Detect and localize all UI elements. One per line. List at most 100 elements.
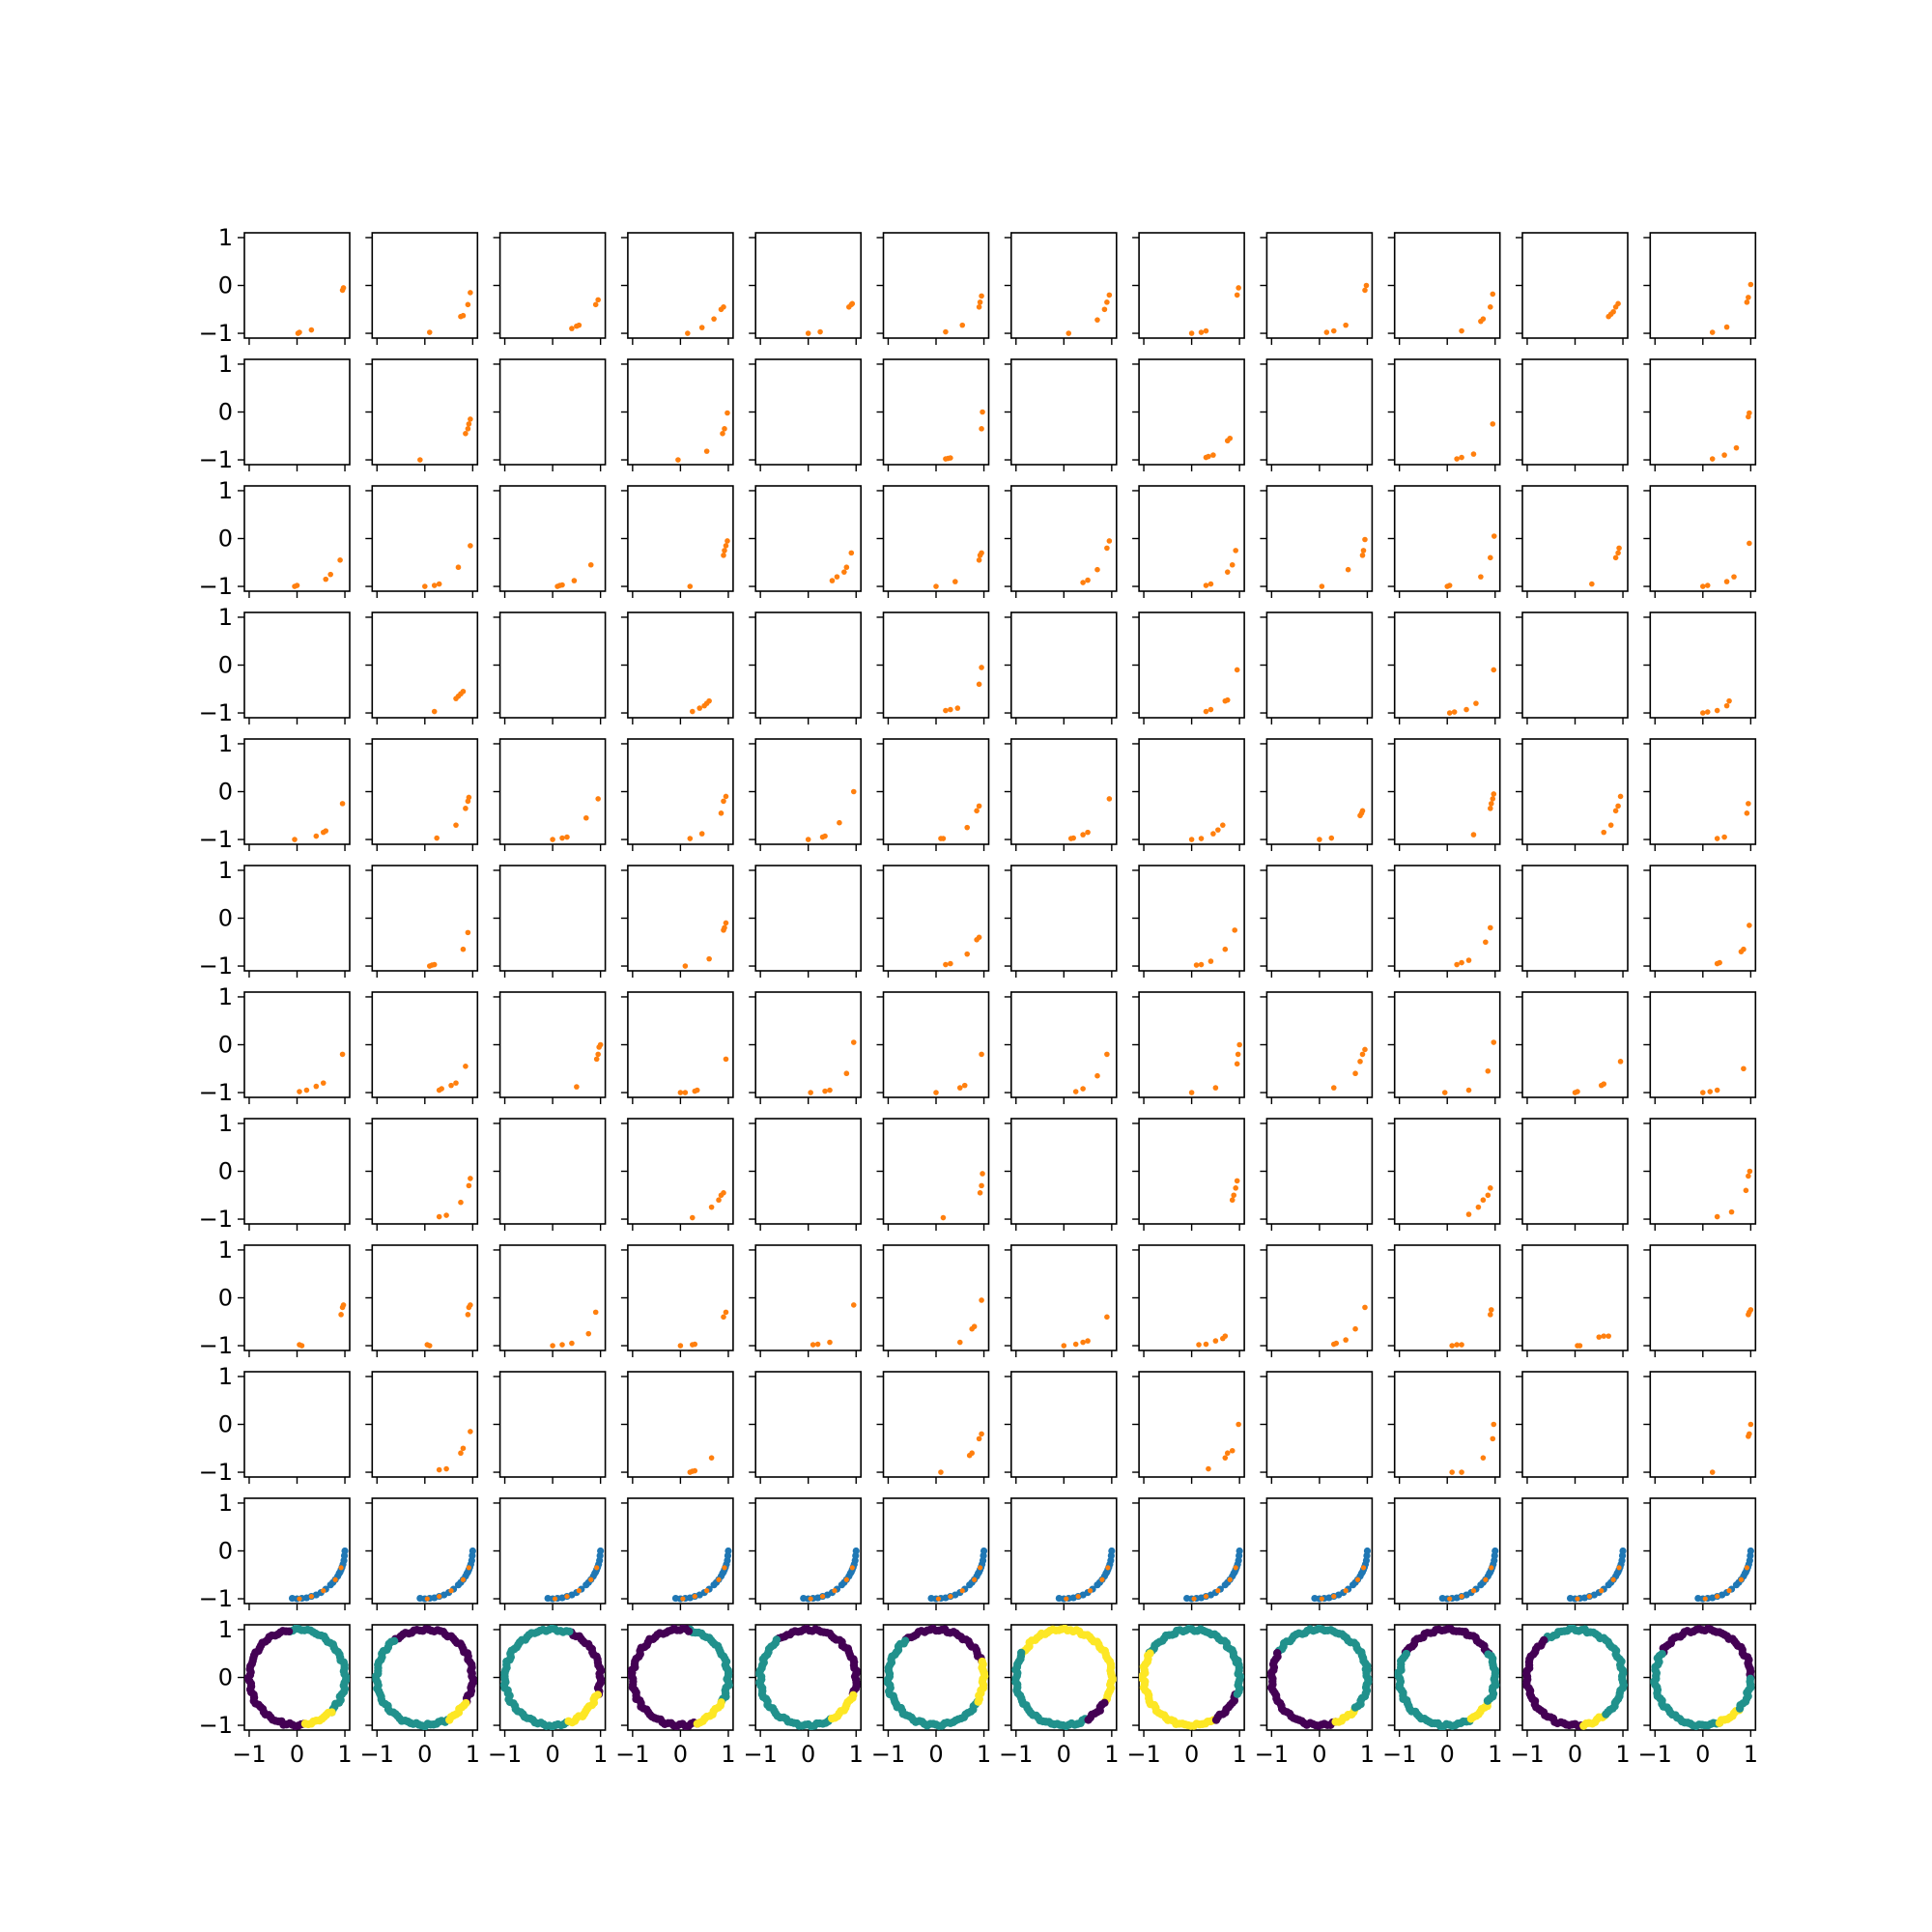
- ring-point: [978, 1657, 986, 1666]
- axes-frame: [243, 1244, 351, 1351]
- scatter-point-orange: [1231, 1192, 1236, 1199]
- scatter-point-orange: [1234, 1061, 1240, 1067]
- scatter-point-orange: [1747, 281, 1754, 288]
- subplot-r4-c0: −1 0 1: [199, 730, 351, 853]
- x-tick-label: 0: [545, 1741, 559, 1768]
- scatter-point-orange: [466, 1565, 471, 1571]
- scatter-point-orange: [979, 550, 984, 556]
- scatter-point-orange: [1615, 550, 1621, 556]
- axes-frame: [243, 865, 351, 972]
- plot-area: [1709, 281, 1754, 335]
- axes-frame: [1393, 1497, 1501, 1605]
- scatter-point-orange: [422, 583, 428, 589]
- scatter-point-orange: [1236, 285, 1241, 291]
- y-tick-label: 0: [218, 526, 233, 553]
- scatter-point-orange: [1596, 1334, 1603, 1340]
- scatter-point-orange: [1072, 1089, 1079, 1094]
- axes-frame: [1010, 358, 1118, 466]
- scatter-point-blue: [1747, 1547, 1754, 1555]
- x-tick-label: −1: [1255, 1741, 1289, 1768]
- subplot-r11-c7: −1 0 1: [1126, 1624, 1247, 1768]
- axes-frame: [1138, 485, 1245, 592]
- subplot-r11-c6: −1 0 1: [999, 1624, 1119, 1768]
- subplot-r7-c3: [620, 1118, 734, 1231]
- scatter-point-orange: [979, 426, 984, 432]
- scatter-point-orange: [703, 448, 710, 454]
- scatter-point-orange: [465, 929, 471, 936]
- subplot-r4-c2: [493, 738, 607, 851]
- axes-frame: [754, 232, 863, 339]
- axes-frame: [1393, 738, 1501, 845]
- x-tick-label: −1: [232, 1741, 266, 1768]
- scatter-point-orange: [455, 564, 462, 571]
- axes-frame: [498, 1497, 607, 1605]
- scatter-point-orange: [468, 290, 473, 296]
- scatter-point-orange: [1612, 554, 1619, 561]
- x-tick-label: −1: [1510, 1741, 1544, 1768]
- scatter-point-orange: [1746, 295, 1751, 300]
- subplot-r5-c6: [1004, 865, 1118, 978]
- scatter-point-orange: [1236, 1421, 1241, 1428]
- scatter-point-orange: [822, 1088, 828, 1094]
- scatter-point-orange: [463, 1063, 469, 1069]
- subplot-r9-c4: [749, 1371, 863, 1484]
- scatter-point-orange: [1075, 1593, 1081, 1600]
- scatter-point-orange: [436, 1466, 442, 1473]
- subplot-r1-c4: [749, 358, 863, 471]
- subplot-r4-c8: [1260, 738, 1374, 851]
- axes-frame: [1521, 991, 1629, 1098]
- axes-frame: [1265, 358, 1374, 466]
- axes-frame: [627, 1497, 734, 1605]
- scatter-point-orange: [843, 1070, 850, 1077]
- scatter-point-orange: [321, 1588, 327, 1594]
- scatter-point-orange: [698, 831, 705, 837]
- scatter-point-orange: [1080, 1086, 1086, 1092]
- scatter-point-orange: [1208, 581, 1214, 587]
- scatter-point-orange: [1747, 410, 1752, 416]
- scatter-point-orange: [594, 1565, 600, 1571]
- scatter-point-orange: [1738, 1577, 1745, 1582]
- subplot-r8-c10: [1516, 1244, 1629, 1357]
- plot-area: [689, 697, 712, 715]
- scatter-point-orange: [417, 457, 423, 463]
- axes-frame: [371, 232, 479, 339]
- scatter-point-orange: [298, 1343, 305, 1349]
- axes-frame: [371, 1118, 479, 1225]
- plot-area: [417, 416, 473, 463]
- scatter-point-orange: [1343, 1337, 1349, 1343]
- x-tick-label: 1: [466, 1741, 480, 1768]
- axes-frame: [498, 1371, 607, 1478]
- scatter-point-orange: [1234, 667, 1240, 673]
- axes-frame: [627, 991, 734, 1098]
- plot-area: [1601, 793, 1624, 836]
- scatter-point-orange: [1490, 421, 1496, 427]
- x-tick-label: 0: [1440, 1741, 1455, 1768]
- scatter-point-orange: [1485, 1192, 1492, 1199]
- scatter-point-orange: [574, 1084, 580, 1090]
- scatter-point-orange: [1487, 554, 1493, 561]
- scatter-point-orange: [979, 1051, 984, 1058]
- ring-point: [1484, 1650, 1492, 1659]
- scatter-point-orange: [1080, 580, 1086, 585]
- scatter-point-orange: [722, 924, 727, 931]
- plot-area: [554, 561, 594, 589]
- scatter-point-orange: [1607, 822, 1614, 828]
- scatter-point-orange: [1491, 667, 1497, 673]
- subplot-r4-c5: [876, 738, 990, 851]
- plot-area: [1330, 1304, 1368, 1348]
- scatter-point-orange: [948, 706, 953, 713]
- plot-area: [1449, 1421, 1497, 1475]
- plot-area: [1454, 421, 1496, 462]
- scatter-point-orange: [1229, 1447, 1236, 1454]
- axes-frame: [243, 1497, 351, 1605]
- scatter-point-orange: [1473, 700, 1479, 706]
- subplot-r10-c0: −1 0 1: [199, 1490, 351, 1612]
- scatter-point-orange: [466, 1182, 472, 1189]
- subplot-r10-c5: [876, 1497, 990, 1610]
- scatter-point-blue: [1363, 1547, 1372, 1555]
- plot-area: [1394, 1625, 1500, 1730]
- scatter-point-orange: [979, 1182, 984, 1189]
- scatter-point-orange: [976, 1435, 982, 1442]
- scatter-point-orange: [959, 1588, 965, 1594]
- subplot-r6-c9: [1387, 991, 1501, 1104]
